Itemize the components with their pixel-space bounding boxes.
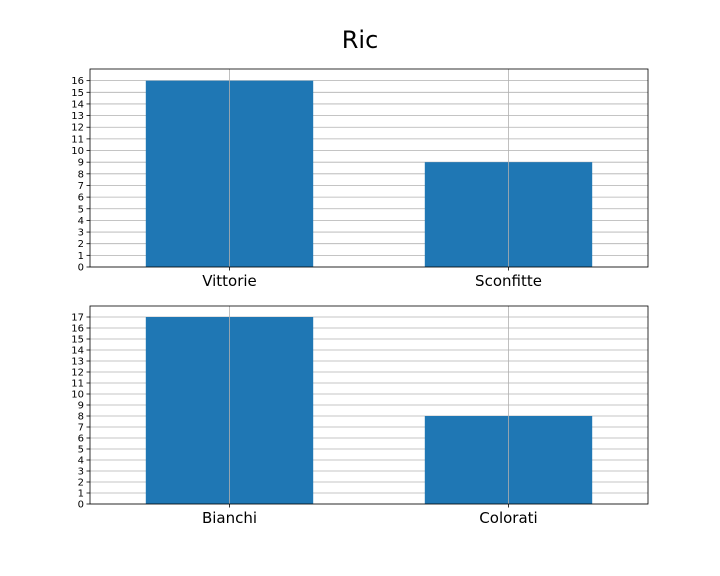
figure-title: Ric — [342, 26, 379, 54]
y-tick-label: 12 — [71, 123, 84, 134]
y-tick-label: 2 — [78, 239, 84, 250]
y-tick-label: 4 — [78, 456, 84, 467]
y-tick-label: 1 — [78, 489, 84, 500]
y-tick-label: 11 — [71, 134, 84, 145]
y-tick-label: 3 — [78, 467, 84, 478]
y-tick-label: 16 — [71, 76, 84, 87]
y-tick-label: 14 — [71, 99, 84, 110]
y-tick-label: 6 — [78, 434, 84, 445]
y-tick-label: 7 — [78, 423, 84, 434]
y-tick-label: 11 — [71, 379, 84, 390]
y-tick-label: 0 — [78, 500, 84, 511]
x-tick-label: Vittorie — [202, 272, 257, 290]
y-tick-label: 15 — [71, 88, 84, 99]
y-tick-label: 8 — [78, 412, 84, 423]
y-tick-label: 0 — [78, 263, 84, 274]
y-tick-label: 5 — [78, 445, 84, 456]
y-tick-label: 9 — [78, 158, 84, 169]
y-tick-label: 2 — [78, 478, 84, 489]
y-tick-label: 9 — [78, 401, 84, 412]
y-tick-label: 6 — [78, 193, 84, 204]
y-tick-label: 8 — [78, 169, 84, 180]
y-tick-label: 15 — [71, 335, 84, 346]
y-tick-label: 16 — [71, 324, 84, 335]
x-tick-label: Colorati — [479, 509, 537, 527]
y-tick-label: 10 — [71, 146, 84, 157]
y-tick-label: 17 — [71, 313, 84, 324]
y-tick-label: 12 — [71, 368, 84, 379]
y-tick-label: 5 — [78, 204, 84, 215]
y-tick-label: 3 — [78, 228, 84, 239]
y-tick-label: 13 — [71, 357, 84, 368]
y-tick-label: 14 — [71, 346, 84, 357]
axes-frame — [89, 305, 649, 505]
axes-frame — [89, 68, 649, 268]
x-tick-label: Bianchi — [202, 509, 257, 527]
y-tick-label: 4 — [78, 216, 84, 227]
x-tick-label: Sconfitte — [475, 272, 542, 290]
y-tick-label: 10 — [71, 390, 84, 401]
y-tick-label: 7 — [78, 181, 84, 192]
y-tick-label: 13 — [71, 111, 84, 122]
y-tick-label: 1 — [78, 251, 84, 262]
